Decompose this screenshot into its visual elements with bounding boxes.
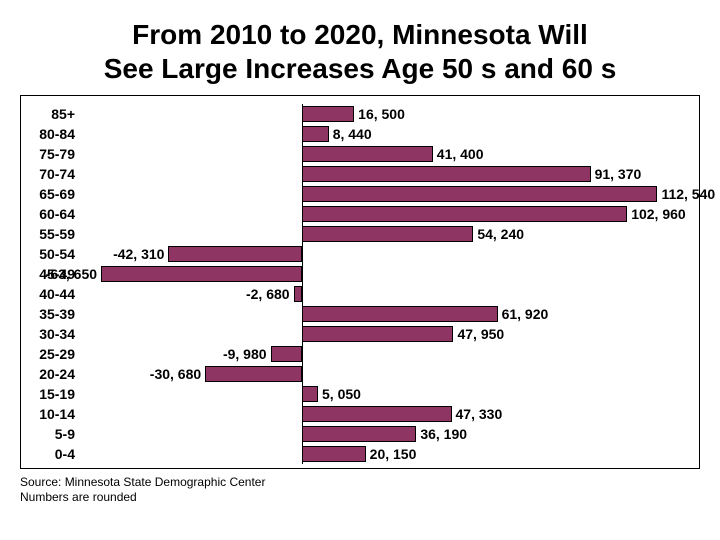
value-label: 16, 500 [358, 104, 405, 124]
category-label: 70-74 [27, 164, 81, 184]
category-label: 0-4 [27, 444, 81, 464]
value-label: 91, 370 [595, 164, 642, 184]
footnote-source: Source: Minnesota State Demographic Cent… [20, 475, 720, 489]
value-label: 5, 050 [322, 384, 361, 404]
category-label: 65-69 [27, 184, 81, 204]
bar-row: 65-69112, 540 [27, 184, 693, 204]
category-label: 80-84 [27, 124, 81, 144]
chart-container: 85+ 16, 500 80-84 8, 440 75-79 41, 400 70-74 91… [20, 95, 700, 469]
title-line-2: See Large Increases Age 50 s and 60 s [40, 52, 680, 86]
bar-row: 75-79 41, 400 [27, 144, 693, 164]
value-label: -9, 980 [223, 344, 267, 364]
value-label: 20, 150 [370, 444, 417, 464]
category-label: 50-54 [27, 244, 81, 264]
bar-row: 20-24 -30, 680 [27, 364, 693, 384]
category-label: 40-44 [27, 284, 81, 304]
bar [302, 326, 453, 342]
value-label: -30, 680 [150, 364, 201, 384]
category-label: 85+ [27, 104, 81, 124]
bar [271, 346, 303, 362]
bar-row: 45-49-63, 650 [27, 264, 693, 284]
bar-row: 85+ 16, 500 [27, 104, 693, 124]
category-label: 20-24 [27, 364, 81, 384]
category-label: 15-19 [27, 384, 81, 404]
bar [302, 406, 451, 422]
bar [302, 186, 657, 202]
bar-row: 30-34 47, 950 [27, 324, 693, 344]
bar-row: 0-4 20, 150 [27, 444, 693, 464]
category-label: 30-34 [27, 324, 81, 344]
bar [302, 126, 329, 142]
value-label: 47, 330 [456, 404, 503, 424]
value-label: -42, 310 [113, 244, 164, 264]
value-label: 102, 960 [631, 204, 686, 224]
category-label: 75-79 [27, 144, 81, 164]
population-change-bar-chart: 85+ 16, 500 80-84 8, 440 75-79 41, 400 70-74 91… [27, 104, 693, 464]
bar-row: 60-64 102, 960 [27, 204, 693, 224]
bar [302, 426, 416, 442]
category-label: 10-14 [27, 404, 81, 424]
bar-row: 80-84 8, 440 [27, 124, 693, 144]
bar [302, 106, 354, 122]
chart-title: From 2010 to 2020, Minnesota Will See La… [0, 0, 720, 95]
bar-row: 15-19 5, 050 [27, 384, 693, 404]
title-line-1: From 2010 to 2020, Minnesota Will [40, 18, 680, 52]
category-label: 55-59 [27, 224, 81, 244]
category-label: 35-39 [27, 304, 81, 324]
bar [205, 366, 302, 382]
bar-row: 5-9 36, 190 [27, 424, 693, 444]
footnote-rounding: Numbers are rounded [20, 490, 720, 504]
bar [302, 206, 627, 222]
value-label: 36, 190 [420, 424, 467, 444]
category-label: 5-9 [27, 424, 81, 444]
bar [302, 226, 473, 242]
bar [168, 246, 302, 262]
bar [302, 386, 318, 402]
bar [101, 266, 302, 282]
bar [302, 146, 433, 162]
bar-row: 55-59 54, 240 [27, 224, 693, 244]
bar-row: 10-14 47, 330 [27, 404, 693, 424]
value-label: -63, 650 [46, 264, 97, 284]
value-label: 112, 540 [661, 184, 715, 204]
value-label: -2, 680 [246, 284, 290, 304]
bar-row: 25-29 -9, 980 [27, 344, 693, 364]
category-label: 25-29 [27, 344, 81, 364]
bar-row: 35-39 61, 920 [27, 304, 693, 324]
value-label: 41, 400 [437, 144, 484, 164]
value-label: 47, 950 [457, 324, 504, 344]
bar [294, 286, 302, 302]
value-label: 54, 240 [477, 224, 524, 244]
bar-row: 50-54 -42, 310 [27, 244, 693, 264]
bar [302, 306, 498, 322]
bar-row: 70-74 91, 370 [27, 164, 693, 184]
bar [302, 166, 591, 182]
chart-footnote: Source: Minnesota State Demographic Cent… [0, 469, 720, 504]
bar [302, 446, 366, 462]
category-label: 60-64 [27, 204, 81, 224]
value-label: 61, 920 [502, 304, 549, 324]
value-label: 8, 440 [333, 124, 372, 144]
bar-row: 40-44 -2, 680 [27, 284, 693, 304]
